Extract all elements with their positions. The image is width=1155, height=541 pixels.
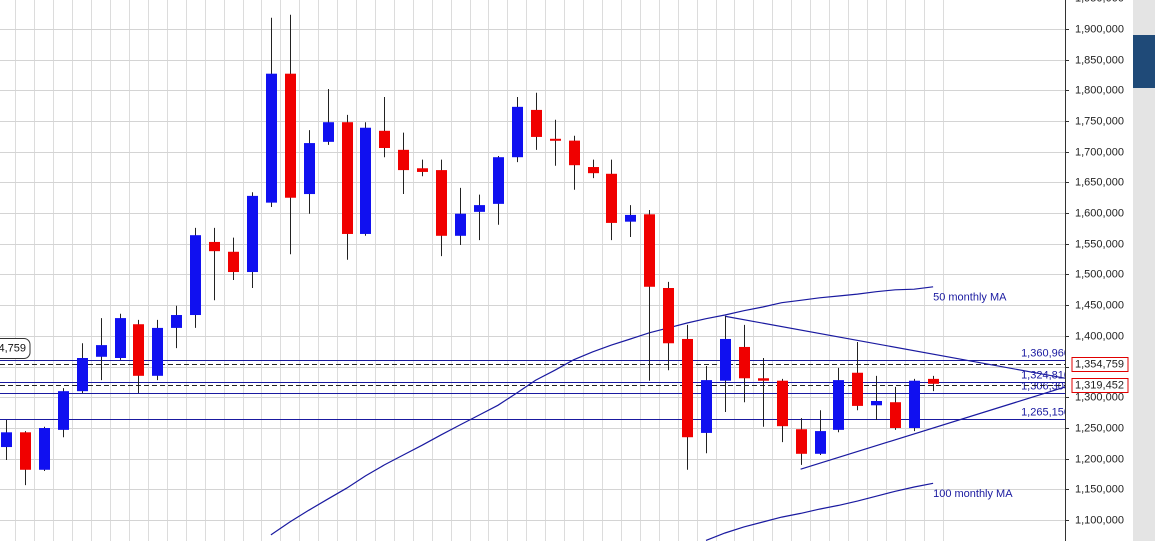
y-tick-label: 1,700,000	[1075, 146, 1124, 158]
candle-body	[266, 73, 277, 203]
candle-body	[531, 109, 542, 137]
marker-label: 1,319,452	[1075, 379, 1124, 391]
candle-body	[455, 213, 466, 236]
candle-body	[758, 378, 769, 381]
level-label: 1,360,960	[1021, 347, 1070, 359]
candle-body	[796, 429, 807, 454]
trendline	[724, 315, 1065, 379]
y-tick-label: 1,100,000	[1075, 514, 1124, 526]
candle-body	[39, 428, 50, 470]
y-tick-label: 1,950,000	[1075, 0, 1124, 4]
scrollbar[interactable]	[1133, 0, 1155, 541]
candle-body	[285, 73, 296, 198]
candle-body	[77, 358, 88, 392]
level-label: 1,265,150	[1021, 406, 1070, 418]
candle-body	[20, 432, 31, 470]
y-tick-label: 1,850,000	[1075, 54, 1124, 66]
candle-body	[550, 138, 561, 141]
y-tick-label: 1,450,000	[1075, 299, 1124, 311]
y-tick-label: 1,550,000	[1075, 238, 1124, 250]
candle-body	[474, 205, 485, 212]
candle-body	[569, 140, 580, 166]
y-tick-label: 1,650,000	[1075, 176, 1124, 188]
candle-body	[493, 157, 504, 204]
candle-body	[96, 345, 107, 357]
candle-body	[512, 106, 523, 158]
candle-body	[777, 380, 788, 427]
candle-body	[833, 380, 844, 430]
y-tick-label: 1,150,000	[1075, 483, 1124, 495]
candle-body	[739, 346, 750, 379]
candle-body	[171, 315, 182, 328]
candle-body	[852, 372, 863, 406]
candle-body	[323, 122, 334, 142]
candle-body	[342, 122, 353, 234]
candle-body	[152, 327, 163, 376]
candle-body	[209, 241, 220, 252]
y-tick-label: 1,400,000	[1075, 330, 1124, 342]
candle-body	[304, 143, 315, 195]
candle-body	[701, 380, 712, 433]
candle-body	[398, 149, 409, 171]
candle-body	[928, 378, 939, 384]
moving-average-label: 100 monthly MA	[933, 488, 1013, 500]
y-tick-label: 1,500,000	[1075, 268, 1124, 280]
y-tick-label: 1,200,000	[1075, 453, 1124, 465]
moving-average-label: 50 monthly MA	[933, 292, 1007, 304]
candle-body	[625, 214, 636, 222]
candle-body	[379, 130, 390, 148]
y-tick-label: 1,300,000	[1075, 391, 1124, 403]
candle-body	[436, 170, 447, 236]
candle-body	[815, 431, 826, 454]
y-tick-label: 1,250,000	[1075, 422, 1124, 434]
candle-body	[663, 288, 674, 344]
marker-tag-label: 1,354,759	[0, 342, 26, 354]
candle-body	[115, 318, 126, 359]
marker-tag	[0, 338, 31, 359]
trendline	[800, 386, 1065, 470]
scroll-thumb[interactable]	[1133, 35, 1155, 88]
y-tick-label: 1,900,000	[1075, 23, 1124, 35]
y-tick-label: 1,750,000	[1075, 115, 1124, 127]
marker-box	[1071, 378, 1129, 393]
candle-body	[133, 324, 144, 376]
y-tick-label: 1,800,000	[1075, 84, 1124, 96]
candle-body	[606, 173, 617, 223]
candle-body	[588, 167, 599, 174]
candle-body	[720, 338, 731, 381]
candle-body	[190, 235, 201, 316]
candle-body	[228, 251, 239, 273]
grid	[0, 0, 1065, 541]
candle-body	[871, 400, 882, 406]
candle-body	[360, 127, 371, 234]
candle-body	[1, 432, 12, 448]
candle-body	[682, 338, 693, 438]
candle-body	[644, 214, 655, 287]
candle-body	[890, 402, 901, 429]
level-label: 1,306,308	[1021, 380, 1070, 392]
y-tick-label: 1,600,000	[1075, 207, 1124, 219]
candle-body	[247, 195, 258, 273]
moving-average	[705, 482, 934, 541]
candle-body	[909, 380, 920, 429]
moving-average	[270, 286, 934, 536]
candle-body	[417, 168, 428, 172]
candle-body	[58, 391, 69, 430]
marker-box	[1071, 357, 1129, 372]
axis-labels: 1,100,000 1,150,000 1,200,000 1,250,000 1,30…	[1065, 0, 1129, 526]
marker-label: 1,354,759	[1075, 358, 1124, 370]
